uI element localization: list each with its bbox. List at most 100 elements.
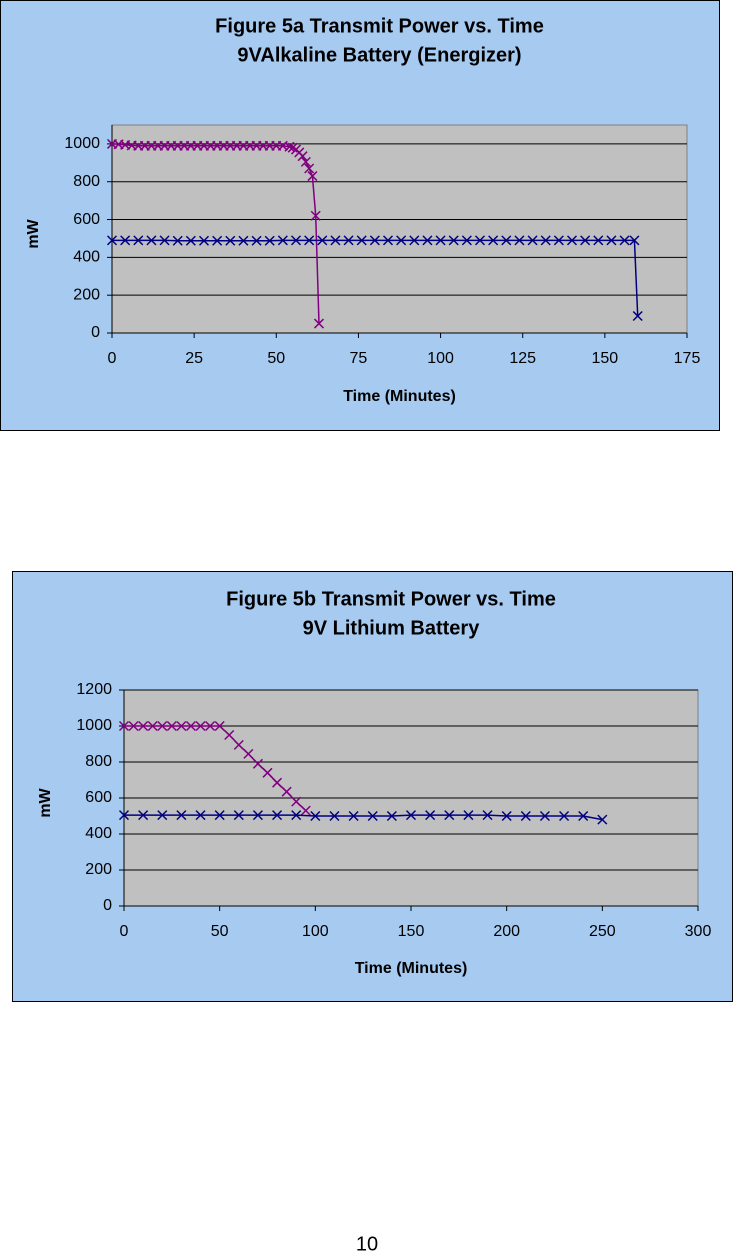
marker (307, 171, 318, 182)
marker (343, 235, 354, 246)
y-tick-label: 400 (73, 249, 100, 266)
marker (233, 810, 244, 821)
marker (281, 786, 292, 797)
marker (195, 810, 206, 821)
marker (166, 720, 177, 732)
marker (284, 141, 295, 152)
y-tick-label: 1000 (76, 717, 112, 734)
x-tick-label: 0 (108, 350, 117, 367)
y-tick-label: 1000 (64, 135, 100, 152)
marker (304, 235, 315, 246)
series-line (124, 814, 603, 821)
y-tick-label: 600 (73, 211, 100, 228)
marker (348, 810, 359, 822)
marker (553, 235, 564, 246)
marker (198, 235, 210, 246)
marker (619, 235, 630, 246)
marker (157, 720, 168, 732)
marker (291, 810, 302, 821)
plot-area (111, 124, 688, 334)
x-tick-label: 150 (592, 350, 619, 367)
marker (138, 810, 149, 821)
marker (405, 810, 417, 821)
marker (157, 810, 168, 821)
x-tick-label: 100 (427, 350, 454, 367)
marker (597, 814, 608, 825)
x-tick-label: 175 (674, 350, 701, 367)
page-number: 10 (356, 1233, 378, 1255)
marker (233, 739, 244, 750)
marker (214, 720, 225, 732)
chart-title: 9V Lithium Battery (303, 617, 481, 639)
marker (128, 720, 139, 732)
marker (448, 235, 459, 246)
marker (300, 805, 311, 816)
x-tick-label: 50 (211, 923, 229, 940)
marker (272, 777, 283, 788)
y-tick-label: 1200 (76, 681, 112, 698)
marker (527, 235, 538, 246)
y-tick-label: 0 (103, 897, 112, 914)
marker (310, 210, 321, 221)
marker (172, 235, 183, 246)
marker (409, 235, 420, 246)
marker (272, 810, 283, 821)
marker (195, 720, 206, 732)
chart-title: 9VAlkaline Battery (Energizer) (237, 44, 521, 66)
marker (540, 235, 551, 246)
marker (444, 810, 455, 821)
marker (133, 235, 144, 246)
marker (304, 163, 315, 174)
y-axis-title: mW (25, 218, 42, 248)
marker (369, 235, 380, 246)
y-axis-title: mW (37, 787, 54, 817)
marker (593, 235, 604, 246)
marker (252, 810, 263, 821)
marker (396, 235, 407, 246)
series-line (112, 239, 639, 317)
marker (566, 235, 578, 246)
marker (118, 720, 130, 732)
chart-title: Figure 5b Transmit Power vs. Time (226, 588, 556, 610)
marker (262, 767, 273, 778)
marker (422, 235, 433, 246)
marker (520, 810, 531, 822)
marker (386, 810, 397, 822)
marker (238, 235, 249, 246)
y-tick-label: 800 (73, 173, 100, 190)
marker (329, 810, 340, 822)
marker (176, 810, 187, 821)
y-tick-label: 200 (85, 861, 112, 878)
x-axis-title: Time (Minutes) (355, 960, 468, 977)
marker (300, 156, 311, 167)
marker (251, 235, 262, 246)
marker (120, 235, 131, 246)
marker (461, 235, 472, 246)
marker (514, 235, 525, 246)
marker (501, 810, 512, 822)
marker (118, 810, 130, 821)
marker (146, 235, 157, 246)
marker (629, 235, 640, 246)
marker (463, 810, 474, 821)
x-tick-label: 0 (120, 923, 129, 940)
y-tick-label: 0 (91, 324, 100, 341)
x-axis-title: Time (Minutes) (343, 388, 456, 405)
y-tick-label: 800 (85, 753, 112, 770)
marker (482, 810, 493, 821)
marker (138, 720, 149, 732)
x-tick-label: 50 (267, 350, 285, 367)
marker (214, 810, 225, 821)
marker (185, 720, 196, 732)
marker (205, 720, 216, 732)
marker (488, 235, 499, 246)
marker (252, 758, 263, 769)
marker (367, 810, 378, 822)
marker (356, 235, 367, 246)
marker (176, 720, 187, 732)
marker (474, 235, 486, 246)
marker (580, 235, 591, 246)
marker (106, 235, 118, 246)
